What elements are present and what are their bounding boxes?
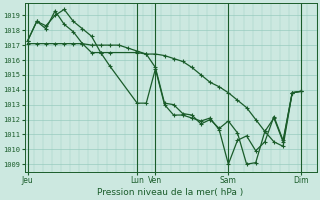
X-axis label: Pression niveau de la mer( hPa ): Pression niveau de la mer( hPa ) [98,188,244,197]
